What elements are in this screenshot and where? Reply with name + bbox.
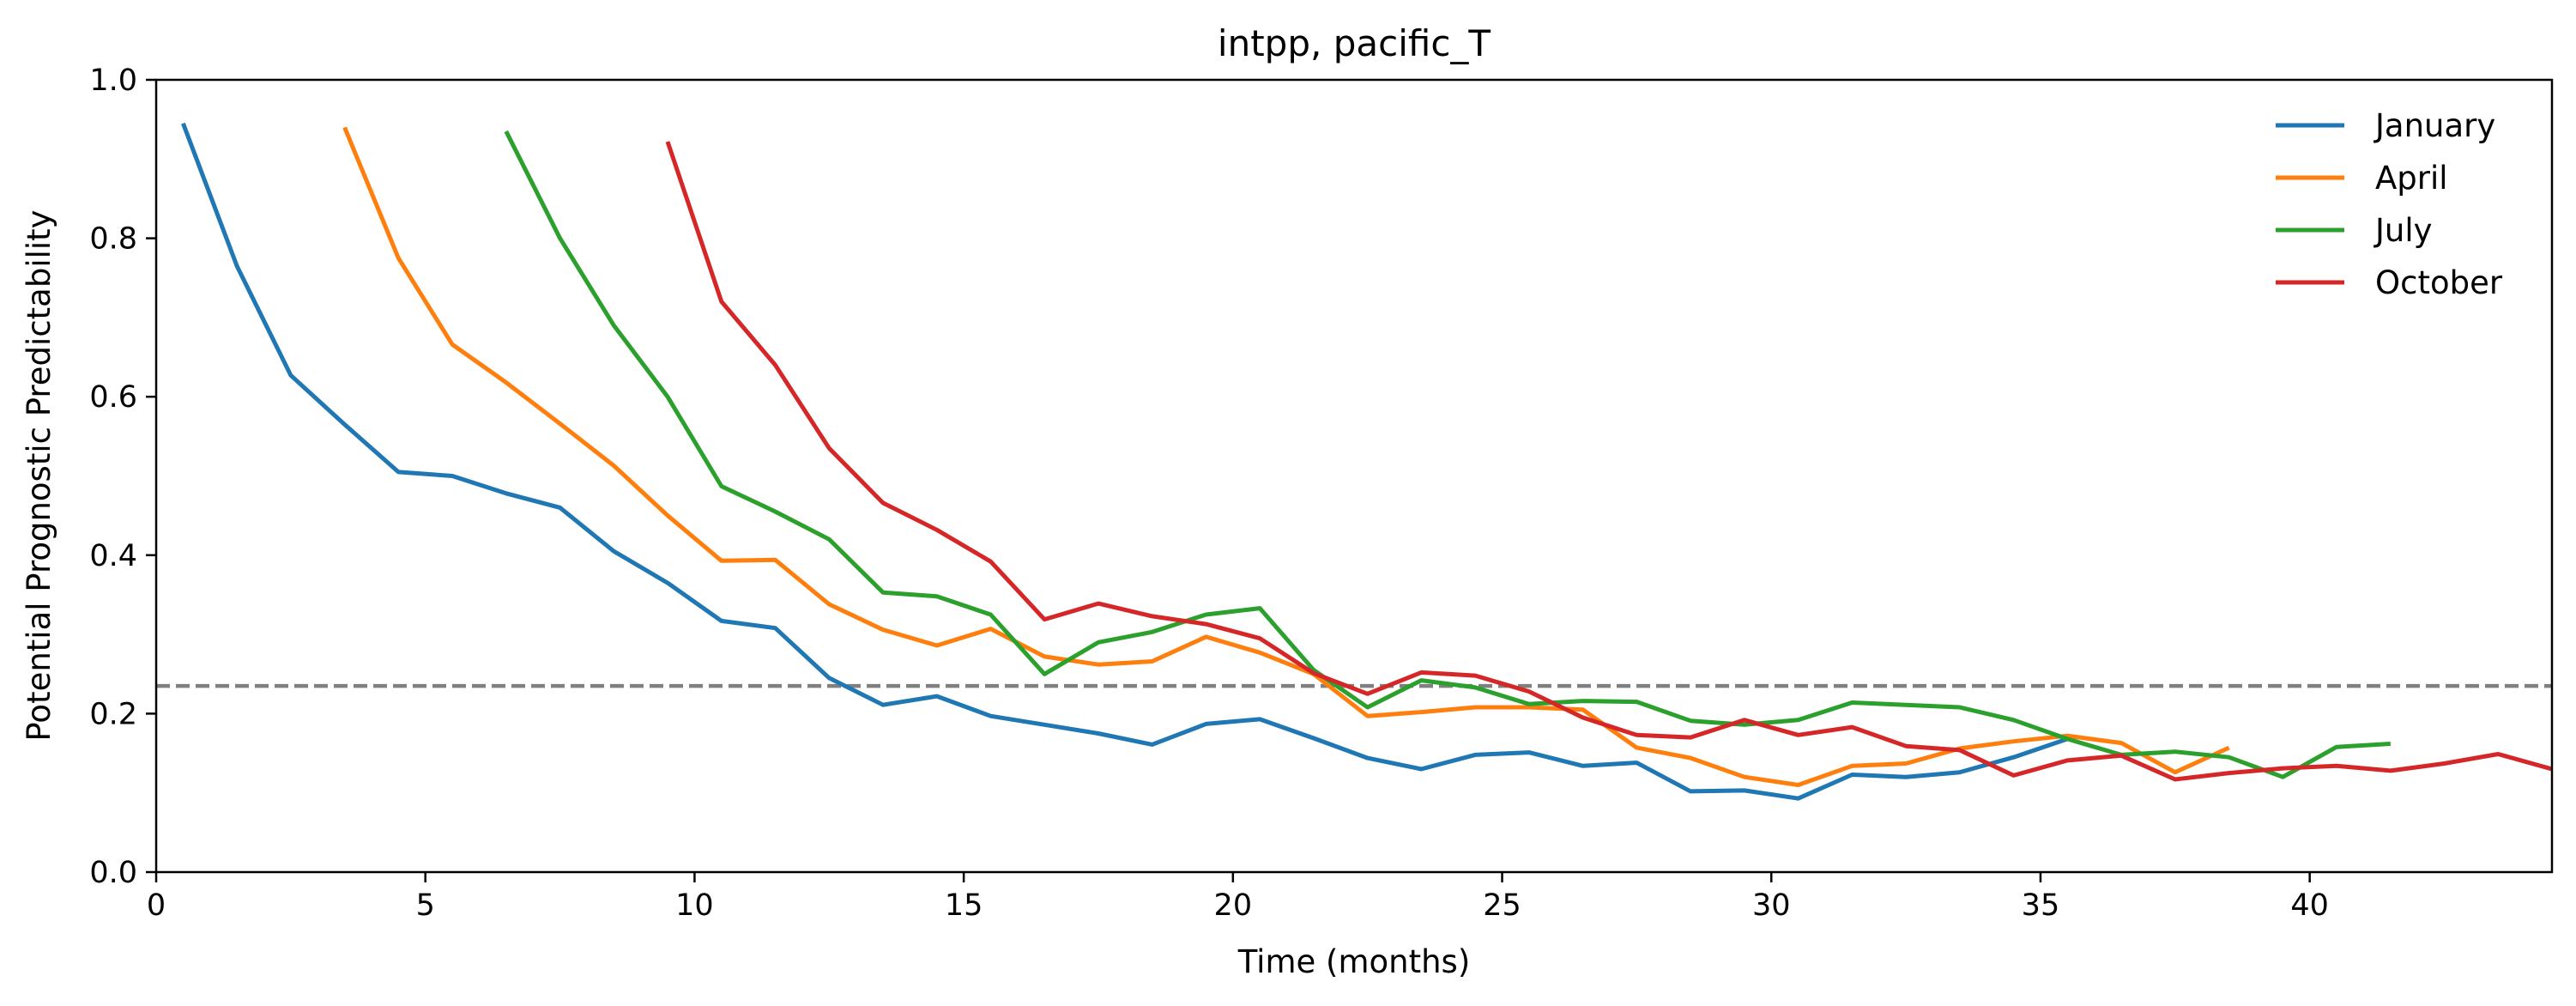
legend-label-october: October [2375, 264, 2503, 301]
x-tick-label: 10 [675, 888, 714, 923]
series-line-april [342, 126, 2230, 787]
x-tick-label: 40 [2290, 888, 2329, 923]
series-line-january [181, 122, 2069, 801]
x-tick-label: 5 [416, 888, 435, 923]
y-axis-label: Potential Prognostic Predictability [21, 209, 57, 741]
x-axis-label: Time (months) [1237, 943, 1471, 980]
legend-label-january: January [2373, 107, 2495, 144]
y-tick-label: 0.6 [89, 380, 137, 415]
x-tick-label: 35 [2022, 888, 2060, 923]
plot-area: 0 5 10 15 20 25 30 35 40 0.0 0.2 0.4 0.6 0.8 1.0 Januar… [89, 64, 2554, 923]
x-tick-label: 30 [1752, 888, 1791, 923]
x-tick-label: 15 [945, 888, 983, 923]
series-line-october [665, 141, 2552, 782]
y-tick-label: 0.2 [89, 697, 137, 731]
y-tick-label: 0.0 [89, 856, 137, 890]
legend-label-july: July [2373, 212, 2433, 249]
x-tick-label: 0 [147, 888, 166, 923]
y-tick-label: 0.8 [89, 222, 137, 257]
x-tick-label: 20 [1214, 888, 1253, 923]
chart-title: intpp, pacific_T [1218, 22, 1491, 64]
legend-label-april: April [2375, 160, 2448, 197]
plot-frame [154, 78, 2554, 874]
series-line-july [504, 130, 2391, 779]
y-tick-label: 1.0 [89, 64, 137, 98]
y-tick-label: 0.4 [89, 539, 137, 573]
x-tick-label: 25 [1483, 888, 1521, 923]
